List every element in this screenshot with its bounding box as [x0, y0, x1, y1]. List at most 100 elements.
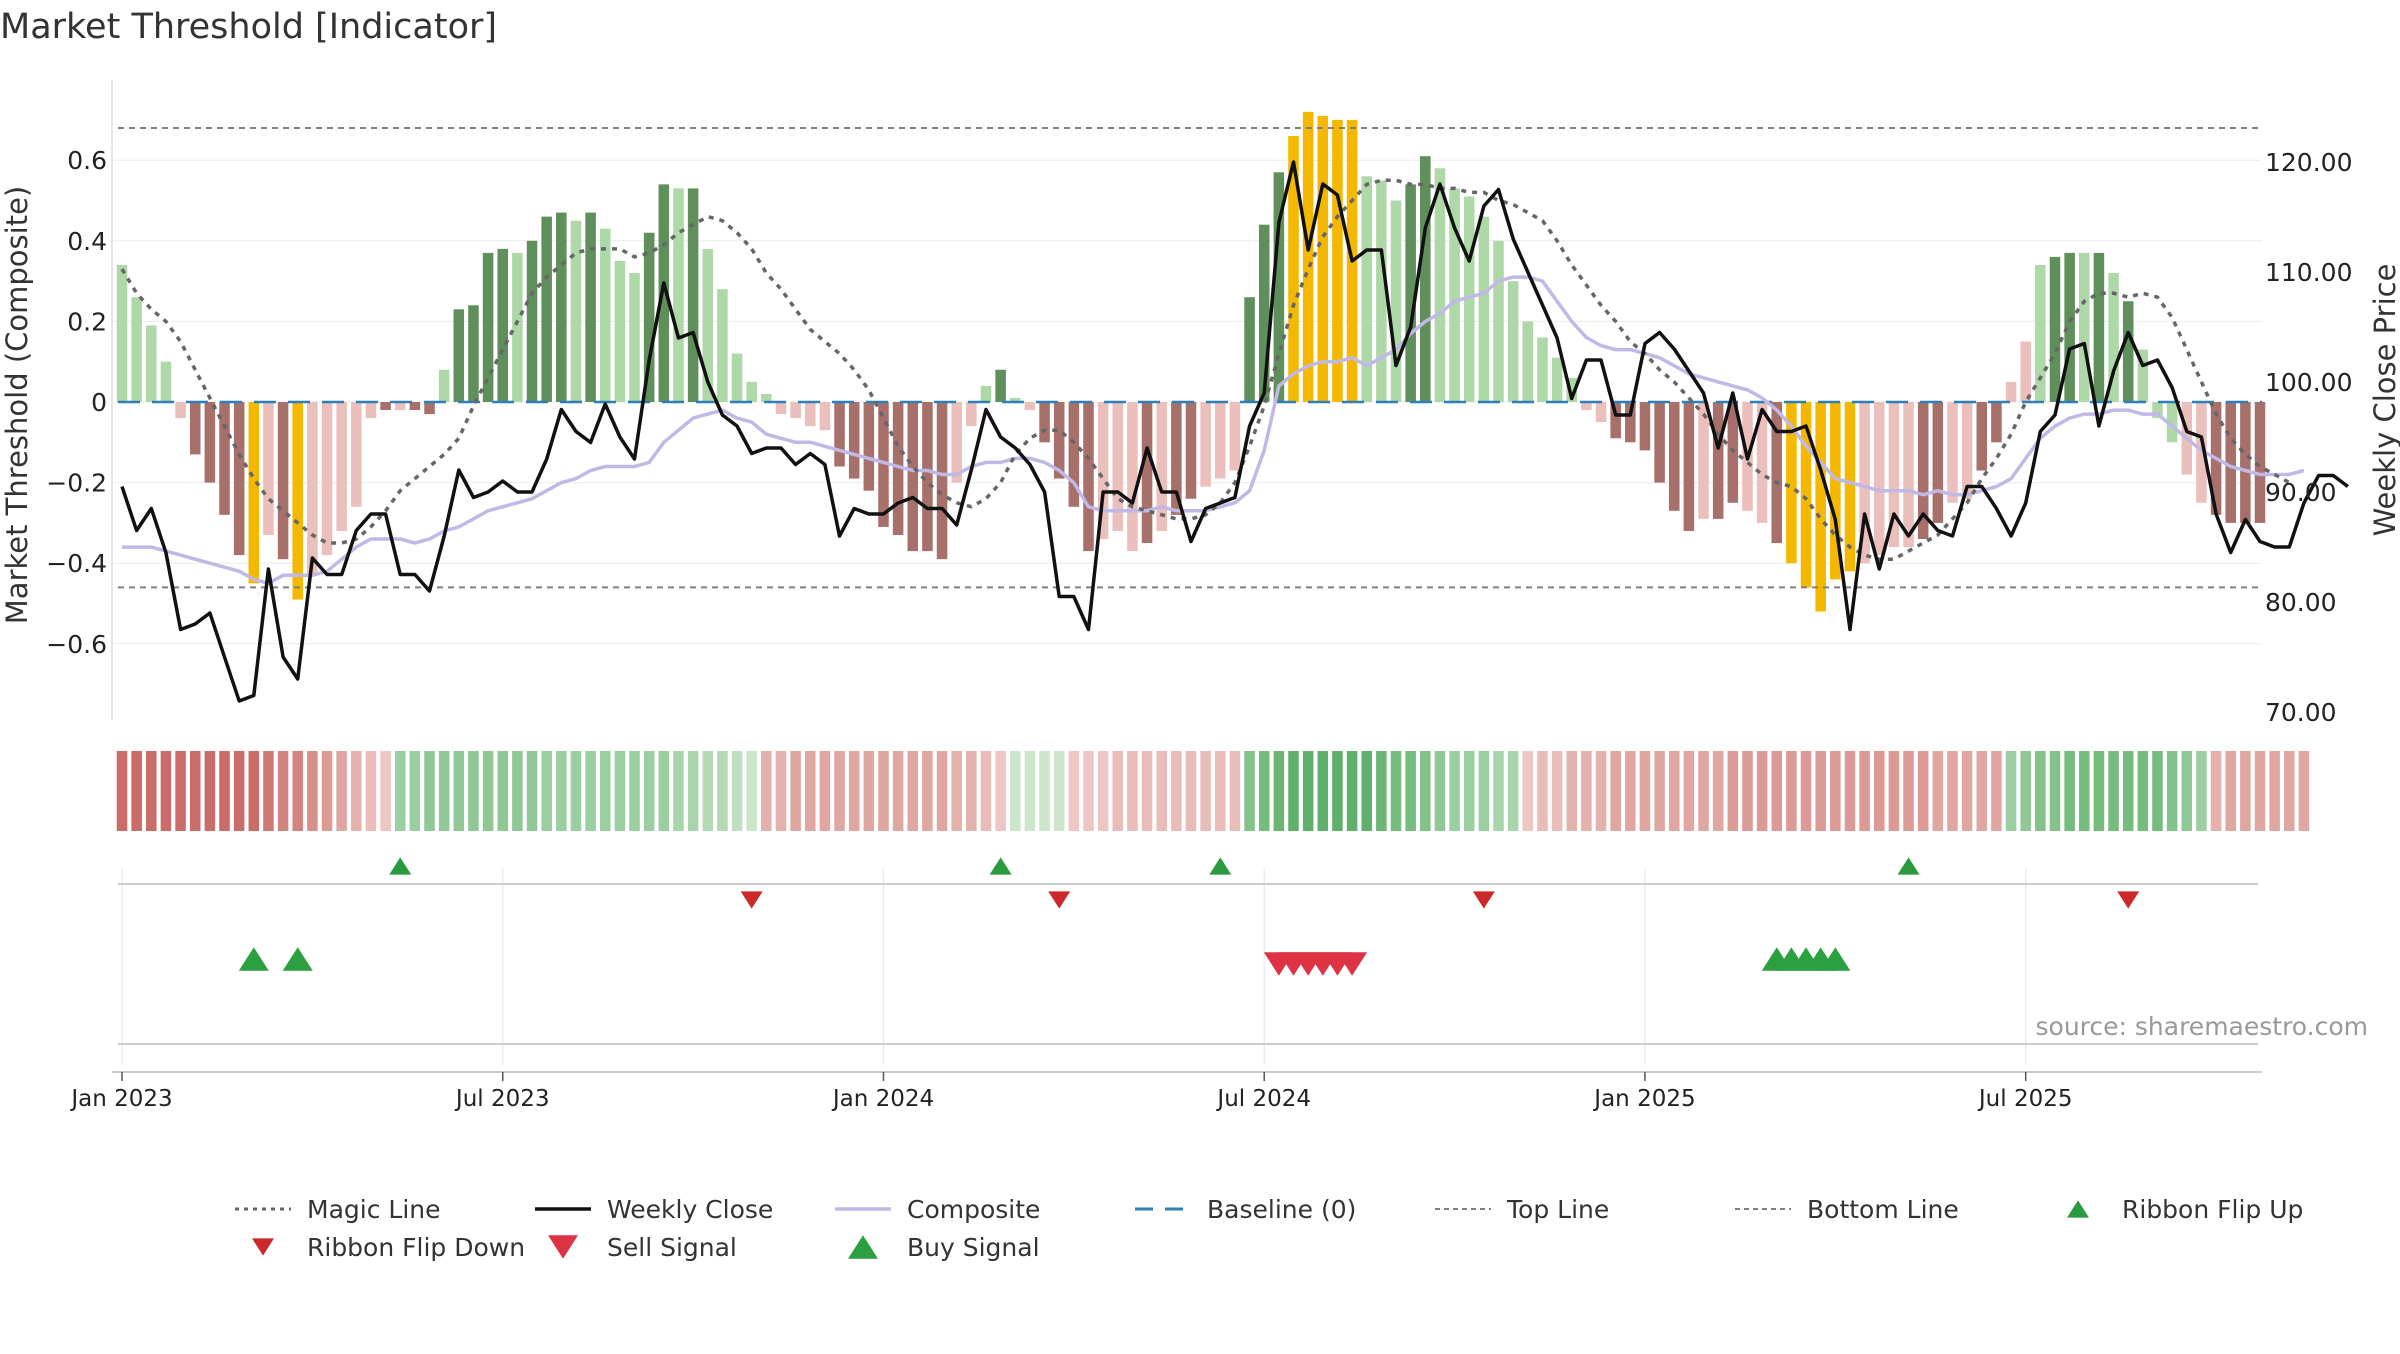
ribbon-cell-95 — [1507, 751, 1519, 831]
bar-90 — [1434, 168, 1446, 402]
bar-80 — [1288, 136, 1299, 402]
ribbon-cell-75 — [1215, 751, 1226, 831]
ribbon-cell-126 — [1961, 751, 1973, 831]
ribbon-cell-141 — [2181, 751, 2193, 831]
bar-103 — [1625, 402, 1636, 443]
bar-46 — [790, 402, 801, 419]
bar-132 — [2049, 256, 2061, 402]
ribbon-cell-149 — [2298, 751, 2310, 831]
ribbon-cell-0 — [116, 751, 128, 831]
bar-48 — [819, 402, 831, 431]
ribbon-cell-71 — [1156, 751, 1167, 831]
ribbon-cell-4 — [175, 751, 186, 831]
bar-49 — [834, 402, 845, 467]
ribbon-cell-97 — [1537, 751, 1548, 831]
flip-down-marker-0 — [740, 891, 763, 909]
bar-104 — [1639, 402, 1651, 451]
bar-107 — [1683, 402, 1695, 531]
ribbon-cell-55 — [922, 751, 933, 831]
buy-signal-marker-6 — [1820, 947, 1851, 971]
bar-20 — [409, 402, 421, 411]
bar-25 — [482, 252, 494, 402]
x-tick-label-5: Jul 2025 — [1977, 1086, 2073, 1112]
ribbon-cell-84 — [1346, 751, 1358, 831]
y2-tick-label-2: 100.00 — [2265, 368, 2352, 397]
bar-138 — [2137, 349, 2149, 402]
bar-32 — [585, 212, 596, 402]
ribbon-cell-98 — [1551, 751, 1563, 831]
bar-70 — [1141, 402, 1153, 544]
buy-signal-marker-0 — [238, 947, 269, 971]
x-axis: Jan 2023 Jul 2023 Jan 2024 Jul 2024 Jan 2025… — [69, 1043, 2262, 1112]
ribbon-cell-137 — [2122, 751, 2134, 831]
y2-tick-label-5: 70.00 — [2265, 698, 2337, 727]
ribbon-cell-11 — [277, 751, 289, 831]
bar-68 — [1112, 402, 1124, 531]
bar-12 — [292, 402, 303, 600]
ribbon-cell-51 — [863, 751, 875, 831]
ribbon-cell-99 — [1566, 751, 1578, 831]
ribbon-cell-81 — [1302, 751, 1314, 831]
bar-74 — [1200, 402, 1211, 487]
legend-item-8: Sell Signal — [548, 1233, 737, 1262]
ribbon-cell-50 — [848, 751, 860, 831]
ribbon-cell-132 — [2049, 751, 2061, 831]
bar-56 — [936, 402, 948, 560]
ribbon-band — [116, 751, 2310, 831]
bar-36 — [643, 232, 655, 402]
ribbon-cell-131 — [2035, 751, 2046, 831]
ribbon-cell-21 — [424, 751, 435, 831]
signal-panel — [238, 947, 1851, 976]
bar-131 — [2035, 264, 2046, 402]
legend-item-7: Ribbon Flip Down — [252, 1233, 525, 1262]
bar-11 — [277, 402, 289, 560]
bar-27 — [512, 252, 523, 402]
ribbon-cell-42 — [731, 751, 743, 831]
ribbon-cell-27 — [512, 751, 523, 831]
ribbon-cell-63 — [1039, 751, 1050, 831]
bar-65 — [1068, 402, 1080, 507]
bar-41 — [717, 289, 728, 402]
bar-115 — [1800, 402, 1812, 588]
ribbon-cell-33 — [599, 751, 611, 831]
series-lines — [118, 126, 2349, 703]
ribbon-cell-105 — [1654, 751, 1665, 831]
ribbon-cell-120 — [1873, 751, 1885, 831]
bar-125 — [1947, 402, 1958, 503]
y-tick-label-4: −0.2 — [46, 469, 107, 498]
ribbon-cell-64 — [1053, 751, 1065, 831]
bar-95 — [1507, 281, 1519, 402]
bar-92 — [1463, 196, 1475, 402]
ribbon-cell-134 — [2079, 751, 2090, 831]
bar-146 — [2254, 402, 2266, 523]
bar-54 — [907, 402, 919, 552]
bar-16 — [351, 402, 362, 507]
bar-58 — [966, 402, 977, 427]
bar-31 — [570, 220, 582, 402]
bar-69 — [1127, 402, 1138, 552]
y2-tick-label-1: 110.00 — [2265, 258, 2352, 287]
bar-99 — [1566, 377, 1578, 402]
bar-59 — [980, 385, 992, 402]
ribbon-cell-106 — [1668, 751, 1680, 831]
ribbon-cell-30 — [556, 751, 567, 831]
ribbon-cell-100 — [1581, 751, 1592, 831]
ribbon-cell-145 — [2240, 751, 2251, 831]
ribbon-cell-43 — [746, 751, 757, 831]
ribbon-cell-68 — [1112, 751, 1124, 831]
bar-10 — [263, 402, 274, 535]
ribbon-cell-96 — [1522, 751, 1534, 831]
ribbon-cell-93 — [1478, 751, 1490, 831]
y-tick-label-0: 0.6 — [67, 146, 107, 175]
bar-38 — [673, 188, 684, 402]
ribbon-cell-60 — [995, 751, 1006, 831]
ribbon-cell-45 — [775, 751, 787, 831]
bar-96 — [1522, 321, 1534, 402]
bar-77 — [1244, 297, 1255, 402]
bar-108 — [1698, 402, 1709, 519]
grid — [112, 159, 2262, 1065]
bar-87 — [1390, 200, 1402, 402]
bar-124 — [1932, 402, 1944, 523]
ribbon-cell-6 — [204, 751, 216, 831]
